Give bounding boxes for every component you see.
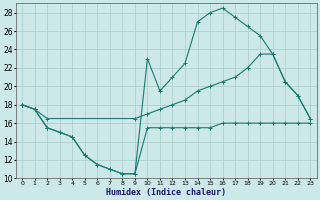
X-axis label: Humidex (Indice chaleur): Humidex (Indice chaleur): [106, 188, 226, 197]
